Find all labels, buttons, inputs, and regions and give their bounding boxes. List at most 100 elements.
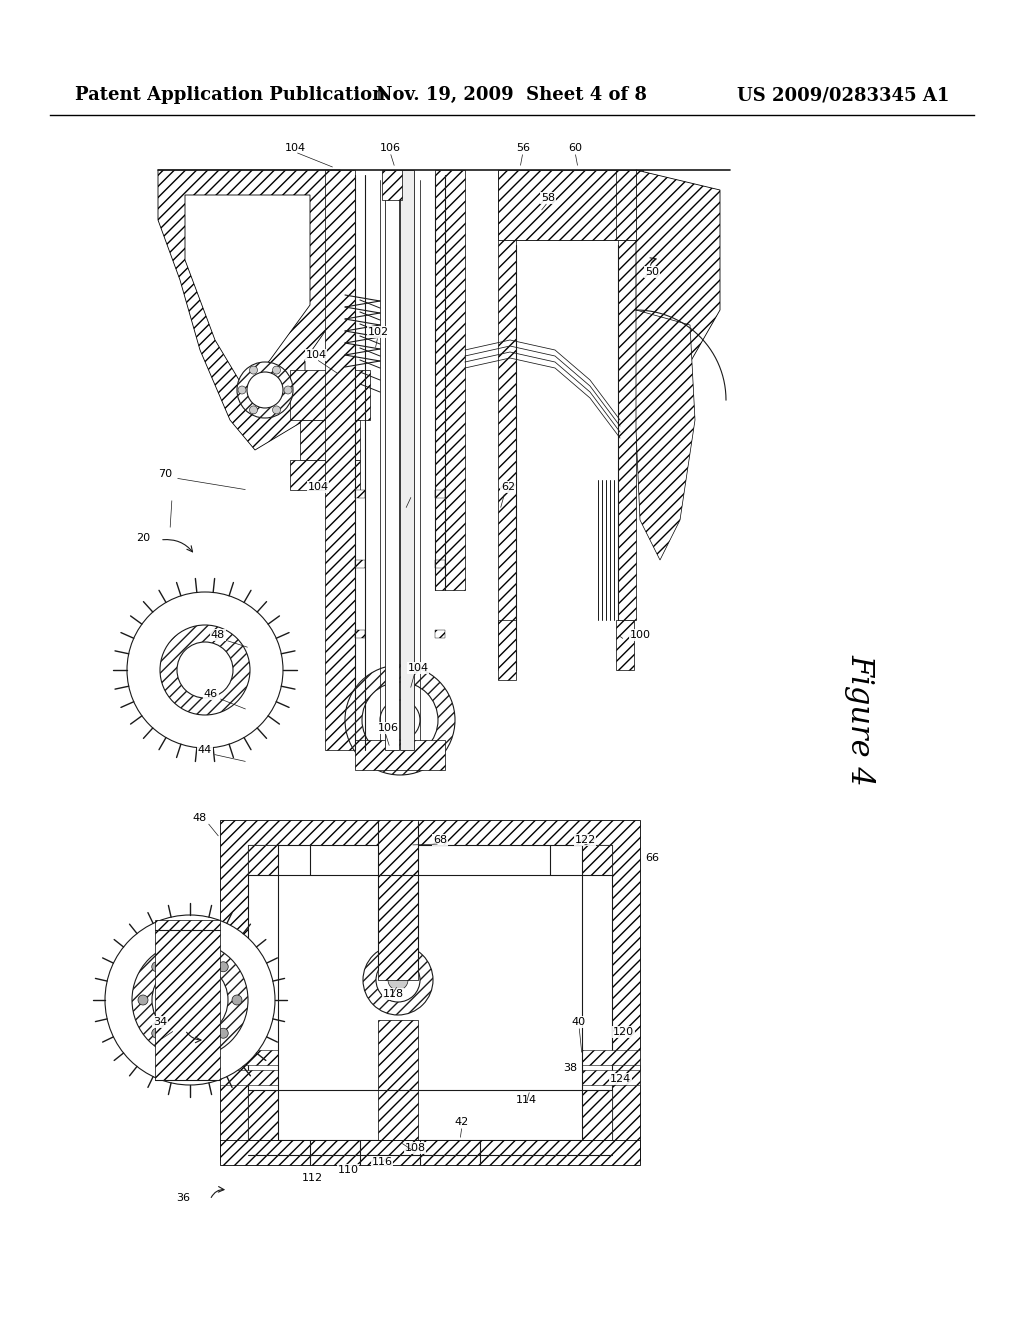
Circle shape [185, 1041, 195, 1052]
Bar [498, 240, 516, 671]
Polygon shape [158, 170, 340, 450]
Bar [378, 1020, 418, 1140]
Text: 56: 56 [516, 143, 530, 153]
Circle shape [250, 366, 257, 374]
Bar [355, 741, 445, 770]
Text: 50: 50 [645, 267, 659, 277]
Text: 62: 62 [501, 482, 515, 492]
Bar [300, 420, 360, 459]
Bar [498, 170, 643, 240]
Circle shape [345, 665, 455, 775]
Circle shape [152, 962, 162, 972]
Text: Nov. 19, 2009  Sheet 4 of 8: Nov. 19, 2009 Sheet 4 of 8 [377, 86, 647, 104]
Text: US 2009/0283345 A1: US 2009/0283345 A1 [736, 86, 949, 104]
Text: 102: 102 [368, 327, 388, 337]
Circle shape [218, 962, 228, 972]
Circle shape [284, 385, 292, 393]
Circle shape [362, 682, 438, 758]
Bar [385, 170, 399, 750]
Bar [220, 1049, 278, 1065]
Bar [290, 459, 360, 490]
Circle shape [232, 995, 242, 1005]
Text: 42: 42 [455, 1117, 469, 1127]
Text: 70: 70 [158, 469, 172, 479]
Bar [155, 920, 220, 1080]
Text: Figure 4: Figure 4 [845, 655, 876, 785]
Text: 122: 122 [574, 836, 596, 845]
Circle shape [152, 1028, 162, 1039]
Text: 58: 58 [541, 193, 555, 203]
Polygon shape [636, 310, 695, 560]
Bar [435, 490, 445, 498]
Circle shape [160, 624, 250, 715]
Bar [325, 170, 355, 750]
Circle shape [238, 385, 246, 393]
Polygon shape [616, 170, 636, 240]
Bar [220, 1140, 640, 1166]
Circle shape [185, 948, 195, 958]
Bar [435, 630, 445, 638]
Text: 34: 34 [153, 1016, 167, 1027]
Bar [248, 1090, 278, 1140]
Bar [355, 630, 365, 638]
Circle shape [127, 591, 283, 748]
Bar [220, 820, 640, 1160]
Bar [290, 370, 370, 420]
Text: 118: 118 [382, 989, 403, 999]
Text: 106: 106 [378, 723, 398, 733]
Text: 112: 112 [301, 1173, 323, 1183]
Text: 48: 48 [211, 630, 225, 640]
Text: 48: 48 [193, 813, 207, 822]
Circle shape [362, 945, 433, 1015]
Text: 104: 104 [305, 350, 327, 360]
Bar [400, 170, 414, 750]
Text: Patent Application Publication: Patent Application Publication [75, 86, 385, 104]
Bar [355, 490, 365, 498]
Circle shape [177, 642, 233, 698]
Bar [582, 845, 612, 875]
Text: 40: 40 [572, 1016, 586, 1027]
Text: 36: 36 [176, 1193, 190, 1203]
Text: 116: 116 [372, 1158, 392, 1167]
Text: 46: 46 [204, 689, 218, 700]
Text: 104: 104 [285, 143, 305, 153]
Circle shape [388, 970, 408, 990]
Circle shape [272, 366, 281, 374]
Circle shape [376, 958, 420, 1002]
Text: 60: 60 [568, 143, 582, 153]
Circle shape [250, 407, 257, 414]
Text: 104: 104 [307, 482, 329, 492]
Bar [616, 620, 634, 671]
Circle shape [132, 942, 248, 1059]
Text: 120: 120 [613, 1027, 634, 1038]
Bar [435, 560, 445, 568]
Bar [498, 620, 516, 680]
Text: 38: 38 [563, 1063, 578, 1073]
Bar [435, 170, 465, 590]
Bar [378, 820, 418, 979]
Polygon shape [636, 170, 720, 380]
Text: 100: 100 [630, 630, 651, 640]
Circle shape [272, 407, 281, 414]
Text: 44: 44 [198, 744, 212, 755]
Bar [582, 1090, 612, 1140]
Text: 68: 68 [433, 836, 447, 845]
Circle shape [138, 995, 148, 1005]
Bar [618, 240, 636, 620]
Circle shape [380, 700, 420, 741]
Bar [248, 845, 278, 875]
Text: 20: 20 [136, 533, 150, 543]
Bar [220, 1071, 278, 1085]
Bar [355, 560, 365, 568]
Bar [582, 1071, 640, 1085]
Circle shape [247, 372, 283, 408]
Bar [382, 170, 402, 201]
Circle shape [237, 362, 293, 418]
Text: 106: 106 [380, 143, 400, 153]
Bar [248, 845, 612, 1140]
Bar [582, 1049, 640, 1065]
Text: 110: 110 [338, 1166, 358, 1175]
Text: 104: 104 [408, 663, 429, 673]
Circle shape [218, 1028, 228, 1039]
Polygon shape [185, 195, 310, 389]
